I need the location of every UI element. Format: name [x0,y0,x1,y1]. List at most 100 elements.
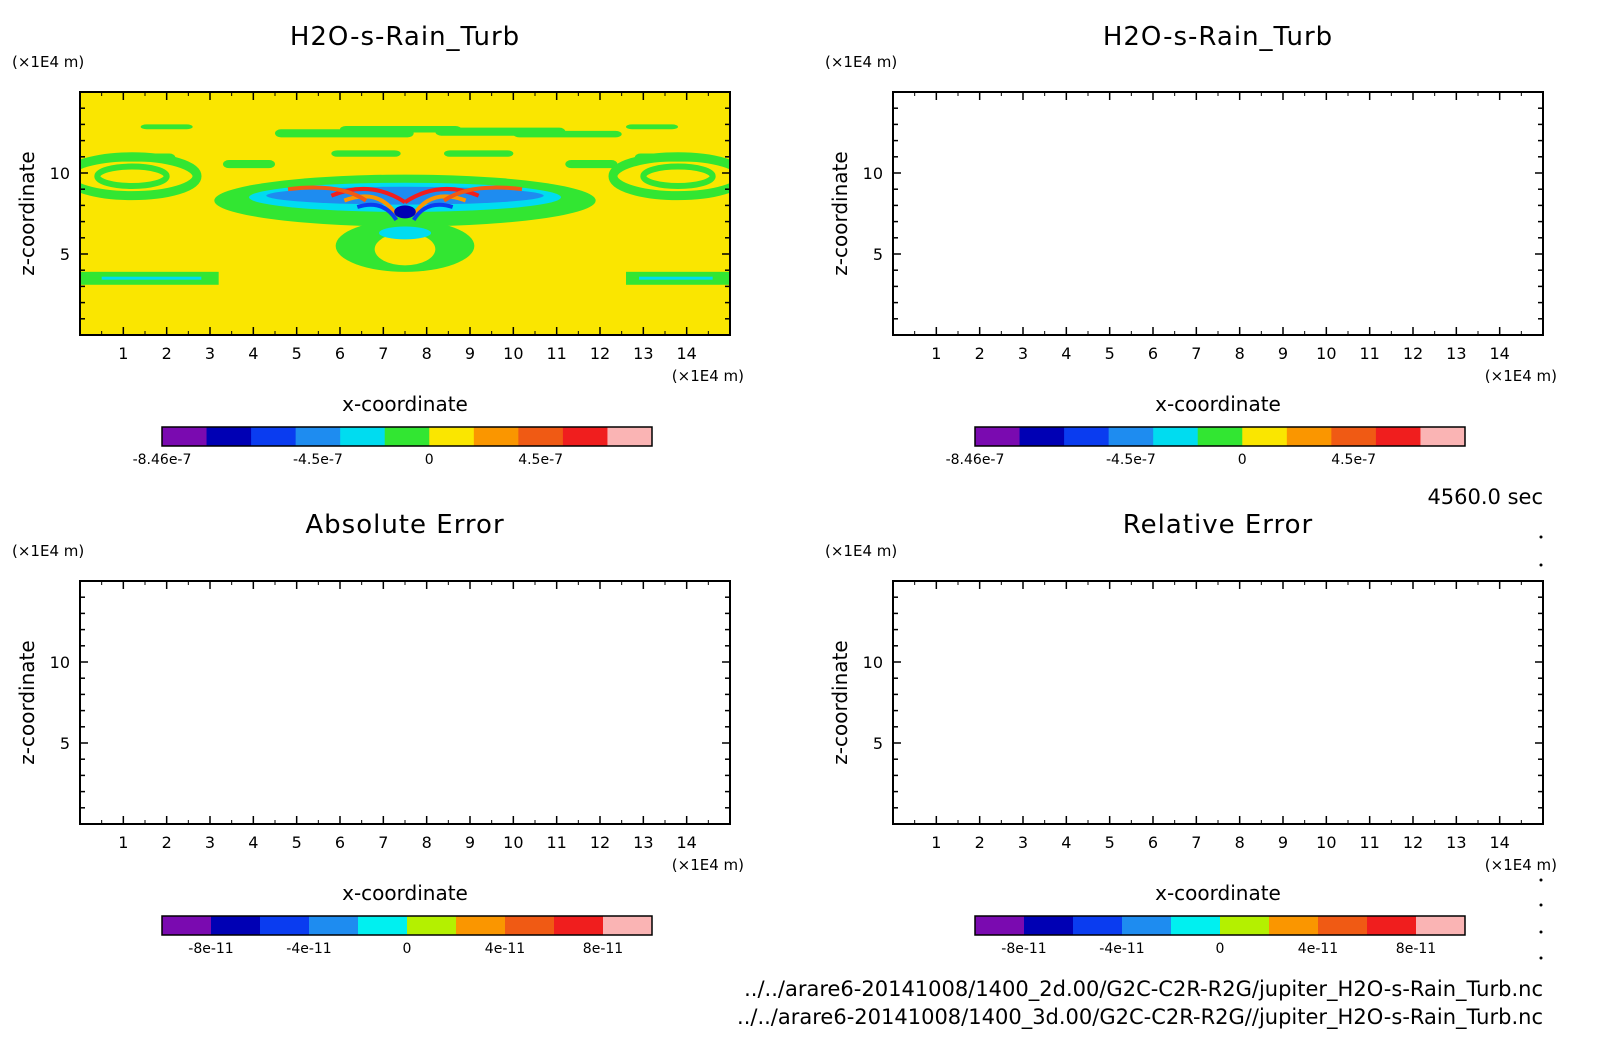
time-label: 4560.0 sec [1427,485,1543,509]
colorbar-swatch [407,916,457,935]
x-tick-label: 7 [1191,344,1201,363]
x-tick-label: 13 [1446,833,1466,852]
green-wisp [140,124,193,130]
x-tick-label: 10 [503,344,523,363]
colorbar-swatch [1331,427,1377,446]
x-tick-label: 12 [590,833,610,852]
green-wisp [626,124,678,130]
plume-arc [287,185,368,203]
x-tick-label: 13 [633,344,653,363]
y-tick-label: 10 [50,653,70,672]
x-tick-label: 9 [1278,833,1288,852]
colorbar: -8.46e-7 -4.5e-7 0 4.5e-7 [133,426,653,468]
colorbar-swatch [1108,427,1154,446]
colorbar-swatch [295,427,341,446]
x-axis-label: x-coordinate [342,392,468,416]
x-tick-label: 14 [1489,344,1509,363]
x-tick-label: 6 [1148,833,1158,852]
x-tick-label: 9 [465,344,475,363]
colorbar-label: -4.5e-7 [293,452,343,468]
low-band-right-core [639,276,713,280]
x-tick-label: 8 [422,344,432,363]
colorbar-label: -8.46e-7 [133,452,192,468]
plume-arc [442,185,523,203]
plot-frame [892,580,1544,825]
plume-arc [343,194,399,217]
plume-blue [266,186,544,205]
y-tick-label: 5 [60,734,70,753]
y-unit-label: (×1E4 m) [12,542,84,560]
plume-arc [403,186,480,204]
x-tick-label: 6 [335,833,345,852]
x-axis-label: x-coordinate [342,881,468,905]
file-path: ../../arare6-20141008/1400_3d.00/G2C-C2R… [737,1005,1543,1030]
colorbar-swatch [429,427,475,446]
colorbar-label: 0 [1238,452,1247,468]
contour-field [80,92,730,335]
x-tick-label: 12 [590,344,610,363]
margin-dot [1539,956,1543,960]
x-tick-label: 8 [1235,833,1245,852]
green-wisp [340,126,462,133]
green-wisp [513,130,622,138]
plume-arc [411,202,454,222]
x-tick-label: 4 [1061,833,1071,852]
colorbar-swatch [1416,916,1466,935]
x-tick-label: 5 [292,344,302,363]
colorbar-swatch [473,427,519,446]
x-tick-label: 10 [1316,833,1336,852]
colorbar-swatch [1122,916,1172,935]
colorbar-label: 0 [1216,941,1225,957]
colorbar-swatch [206,427,252,446]
x-tick-label: 1 [118,833,128,852]
x-tick-label: 11 [546,344,566,363]
colorbar-swatch [384,427,430,446]
x-tick-label: 5 [292,833,302,852]
colorbar-swatch [251,427,297,446]
x-tick-label: 7 [378,344,388,363]
x-tick-label: 10 [503,833,523,852]
y-tick-label: 5 [873,734,883,753]
colorbar-swatch [1153,427,1199,446]
colorbar-swatch [1242,427,1288,446]
green-wisp [223,160,275,169]
colorbar-label: 4e-11 [1298,941,1338,957]
panel-title: H2O-s-Rain_Turb [1103,22,1333,52]
x-tick-label: 11 [1359,344,1379,363]
x-tick-label: 1 [931,344,941,363]
x-tick-label: 13 [1446,344,1466,363]
x-tick-label: 11 [1359,833,1379,852]
colorbar-label: 0 [403,941,412,957]
panel-title: H2O-s-Rain_Turb [290,22,520,52]
x-tick-label: 12 [1403,833,1423,852]
colorbar-swatch [309,916,359,935]
colorbar-label: -4e-11 [1099,941,1144,957]
colorbar-swatch [562,427,608,446]
margin-dot [1539,878,1543,882]
panel-1: H2O-s-Rain_Turb(×1E4 m)1 2 3 4 5 6 7 8 9 10 11 12 13… [12,22,744,468]
file-path: ../../arare6-20141008/1400_2d.00/G2C-C2R… [744,977,1543,1002]
colorbar-swatch [1286,427,1332,446]
colorbar-label: -8e-11 [188,941,233,957]
x-unit-label: (×1E4 m) [1485,367,1557,385]
plume-core [394,205,416,219]
x-tick-label: 3 [1018,344,1028,363]
colorbar-label: 4.5e-7 [1331,452,1376,468]
colorbar-frame [974,426,1466,447]
y-axis-label: z-coordinate [828,640,852,764]
plume-arc [356,202,399,222]
colorbar-swatch [1420,427,1466,446]
x-tick-label: 13 [633,833,653,852]
plot-frame [892,91,1544,336]
colorbar-swatch [260,916,310,935]
colorbar-frame [161,915,653,936]
x-tick-label: 3 [205,833,215,852]
y-axis-label: z-coordinate [828,151,852,275]
colorbar-label: 0 [425,452,434,468]
x-tick-label: 5 [1105,344,1115,363]
colorbar-swatch [975,427,1021,446]
colorbar-swatch [211,916,261,935]
x-tick-label: 14 [676,833,696,852]
x-tick-label: 14 [1489,833,1509,852]
colorbar-swatch [1024,916,1074,935]
